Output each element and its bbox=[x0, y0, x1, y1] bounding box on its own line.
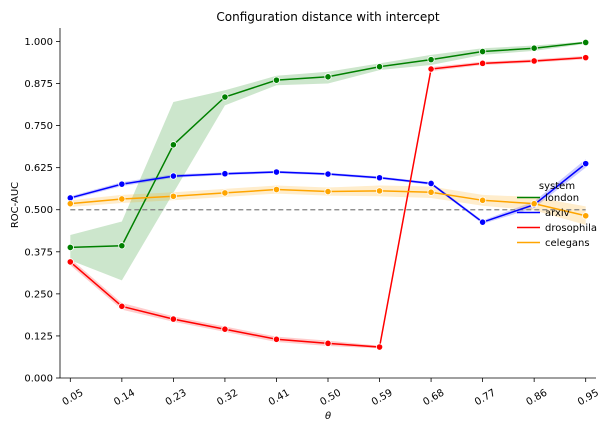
legend: system london arxiv drosophila celegans bbox=[517, 181, 597, 249]
data-point-london bbox=[375, 63, 384, 71]
data-point-arxiv bbox=[324, 170, 332, 178]
data-point-arxiv bbox=[169, 172, 177, 180]
y-tick-label: 0.000 bbox=[24, 374, 53, 385]
data-point-celegans bbox=[66, 200, 74, 208]
data-point-celegans bbox=[530, 200, 538, 208]
ci-band-celegans bbox=[70, 185, 586, 225]
data-point-london bbox=[427, 56, 435, 64]
ci-band-london bbox=[70, 41, 586, 281]
x-tick-label: 0.32 bbox=[215, 388, 240, 409]
x-tick-label: 0.23 bbox=[164, 388, 189, 409]
legend-label-drosophila: drosophila bbox=[545, 223, 597, 234]
y-tick-label: 0.625 bbox=[24, 163, 53, 174]
data-point-london bbox=[530, 44, 538, 52]
x-tick-label: 0.05 bbox=[61, 388, 86, 409]
x-ticks: 0.05 0.14 0.23 0.32 0.41 0.50 0.59 0.68 0.77 0.86… bbox=[61, 378, 601, 408]
x-axis-label: θ bbox=[325, 411, 331, 422]
x-tick-label: 0.50 bbox=[318, 388, 343, 409]
data-point-celegans bbox=[427, 188, 435, 196]
data-point-celegans bbox=[375, 187, 384, 195]
y-tick-label: 0.875 bbox=[24, 79, 53, 90]
data-point-london bbox=[118, 242, 126, 250]
x-tick-label: 0.86 bbox=[525, 388, 550, 409]
data-point-drosophila bbox=[530, 57, 538, 65]
data-point-arxiv bbox=[272, 168, 281, 176]
y-tick-label: 1.000 bbox=[24, 37, 53, 48]
legend-label-arxiv: arxiv bbox=[545, 208, 570, 219]
data-point-drosophila bbox=[582, 54, 590, 62]
data-point-drosophila bbox=[169, 315, 177, 323]
y-ticks: 0.000 0.125 0.250 0.375 0.500 0.625 0.750 0.875… bbox=[24, 37, 60, 385]
y-axis-label: ROC-AUC bbox=[10, 182, 21, 228]
data-point-celegans bbox=[324, 187, 332, 196]
x-tick-label: 0.41 bbox=[267, 388, 292, 409]
data-point-celegans bbox=[479, 196, 487, 204]
data-point-london bbox=[324, 73, 332, 81]
x-tick-label: 0.68 bbox=[421, 388, 446, 409]
data-point-drosophila bbox=[66, 258, 74, 266]
x-tick-label: 0.95 bbox=[576, 388, 601, 409]
chart-title: Configuration distance with intercept bbox=[216, 10, 439, 24]
data-point-drosophila bbox=[479, 59, 487, 67]
data-point-arxiv bbox=[118, 180, 126, 188]
data-point-arxiv bbox=[479, 218, 487, 226]
data-point-london bbox=[221, 93, 229, 101]
data-point-drosophila bbox=[221, 325, 229, 333]
y-tick-label: 0.500 bbox=[24, 205, 53, 216]
series-markers bbox=[66, 38, 590, 351]
data-point-london bbox=[479, 47, 487, 56]
data-point-drosophila bbox=[324, 339, 332, 347]
data-point-drosophila bbox=[272, 335, 281, 343]
data-point-drosophila bbox=[427, 65, 435, 73]
data-point-celegans bbox=[118, 195, 126, 203]
data-point-london bbox=[169, 141, 177, 149]
data-point-arxiv bbox=[375, 174, 384, 182]
data-point-drosophila bbox=[375, 343, 384, 351]
data-point-arxiv bbox=[582, 160, 590, 168]
data-point-arxiv bbox=[427, 179, 435, 188]
y-tick-label: 0.375 bbox=[24, 247, 53, 258]
data-point-arxiv bbox=[221, 170, 229, 178]
y-tick-label: 0.750 bbox=[24, 121, 53, 132]
data-point-london bbox=[66, 243, 74, 252]
data-point-london bbox=[582, 38, 590, 47]
legend-title: system bbox=[539, 181, 575, 192]
data-point-celegans bbox=[582, 212, 590, 220]
x-tick-label: 0.59 bbox=[370, 388, 395, 409]
data-point-london bbox=[272, 76, 281, 84]
y-tick-label: 0.250 bbox=[24, 289, 53, 300]
legend-label-celegans: celegans bbox=[545, 238, 590, 249]
y-tick-label: 0.125 bbox=[24, 331, 53, 342]
data-point-drosophila bbox=[118, 302, 126, 310]
data-point-celegans bbox=[272, 185, 281, 194]
x-tick-label: 0.14 bbox=[112, 388, 137, 409]
legend-label-london: london bbox=[545, 193, 579, 204]
data-point-celegans bbox=[221, 189, 229, 197]
x-tick-label: 0.77 bbox=[473, 388, 498, 409]
data-point-celegans bbox=[169, 192, 177, 200]
